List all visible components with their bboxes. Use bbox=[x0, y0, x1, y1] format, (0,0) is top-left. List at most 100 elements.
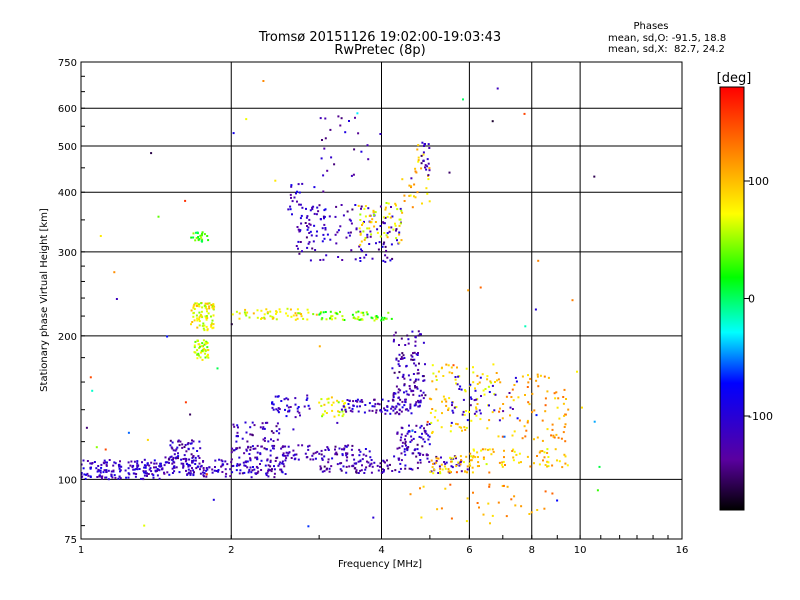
data-point bbox=[260, 309, 263, 312]
data-point bbox=[397, 391, 400, 394]
data-point bbox=[412, 352, 414, 355]
data-point bbox=[379, 409, 382, 412]
data-point bbox=[328, 467, 331, 470]
data-point bbox=[406, 447, 409, 450]
data-point bbox=[403, 194, 406, 197]
data-point bbox=[414, 340, 417, 343]
data-point bbox=[208, 302, 211, 305]
data-point bbox=[509, 414, 511, 417]
data-point bbox=[297, 183, 300, 186]
data-point bbox=[476, 451, 479, 454]
data-point bbox=[462, 98, 464, 101]
data-point bbox=[365, 253, 368, 256]
data-point bbox=[547, 465, 550, 468]
data-point bbox=[309, 230, 312, 233]
data-point bbox=[353, 458, 356, 461]
data-point bbox=[431, 380, 434, 383]
data-point bbox=[159, 462, 162, 465]
data-point bbox=[282, 452, 285, 455]
data-point bbox=[473, 449, 475, 452]
data-point bbox=[364, 215, 367, 218]
data-point bbox=[513, 495, 516, 498]
data-point bbox=[192, 440, 195, 443]
data-point bbox=[426, 457, 429, 460]
data-point bbox=[120, 465, 123, 468]
data-point bbox=[90, 466, 92, 469]
data-point bbox=[285, 397, 288, 400]
data-point bbox=[379, 462, 382, 465]
data-point bbox=[166, 461, 169, 464]
data-point bbox=[407, 374, 410, 377]
data-point bbox=[285, 312, 288, 315]
data-point bbox=[389, 216, 392, 219]
data-point bbox=[441, 400, 443, 403]
data-point bbox=[422, 453, 425, 456]
data-point bbox=[387, 467, 390, 470]
data-point bbox=[526, 421, 529, 424]
data-point bbox=[300, 222, 303, 225]
data-point bbox=[247, 445, 250, 448]
data-point bbox=[415, 401, 418, 404]
data-point bbox=[347, 403, 350, 405]
data-point bbox=[102, 461, 105, 464]
data-point bbox=[398, 241, 401, 244]
data-point bbox=[564, 440, 567, 443]
data-point bbox=[469, 464, 472, 467]
data-point bbox=[269, 465, 272, 468]
data-point bbox=[436, 508, 439, 511]
data-point bbox=[200, 350, 203, 353]
data-point bbox=[138, 468, 141, 470]
data-point bbox=[431, 364, 434, 367]
data-point bbox=[416, 148, 419, 151]
data-point bbox=[399, 462, 402, 465]
data-point bbox=[386, 256, 389, 259]
data-point bbox=[150, 461, 153, 464]
data-point bbox=[488, 448, 491, 451]
data-point bbox=[514, 504, 517, 507]
data-point bbox=[410, 185, 413, 188]
x-tick-label: 10 bbox=[574, 545, 587, 556]
data-point bbox=[394, 202, 397, 205]
data-point bbox=[405, 444, 407, 447]
data-point bbox=[390, 206, 392, 208]
data-point bbox=[274, 460, 277, 462]
data-point bbox=[377, 402, 379, 405]
data-point bbox=[256, 456, 259, 459]
data-point bbox=[581, 406, 583, 409]
data-point bbox=[251, 421, 254, 424]
data-point bbox=[443, 465, 446, 468]
data-point bbox=[278, 428, 281, 431]
data-point bbox=[318, 345, 321, 348]
x-axis-label: Frequency [MHz] bbox=[338, 559, 422, 570]
data-point bbox=[363, 238, 366, 241]
data-point bbox=[273, 468, 276, 471]
data-point bbox=[501, 485, 504, 487]
data-point bbox=[130, 460, 133, 463]
data-point bbox=[386, 409, 389, 412]
data-point bbox=[535, 379, 538, 382]
data-point bbox=[493, 409, 496, 412]
data-point bbox=[173, 470, 176, 473]
data-point bbox=[438, 465, 441, 468]
data-point bbox=[272, 408, 275, 411]
data-point bbox=[419, 459, 422, 461]
data-point bbox=[459, 460, 462, 463]
data-point bbox=[524, 325, 527, 328]
data-point bbox=[319, 312, 322, 315]
data-point bbox=[132, 464, 135, 467]
data-point bbox=[361, 223, 363, 226]
data-point bbox=[210, 304, 213, 306]
data-point bbox=[427, 162, 430, 165]
data-point bbox=[511, 408, 514, 410]
data-point bbox=[359, 260, 362, 262]
data-point bbox=[198, 343, 201, 346]
data-point bbox=[576, 370, 578, 373]
data-point bbox=[103, 469, 106, 472]
data-point bbox=[327, 397, 330, 400]
data-point bbox=[265, 474, 268, 477]
data-point bbox=[265, 472, 268, 475]
data-point bbox=[351, 465, 354, 468]
data-point bbox=[345, 459, 348, 462]
data-point bbox=[313, 224, 316, 227]
data-point bbox=[426, 158, 429, 161]
